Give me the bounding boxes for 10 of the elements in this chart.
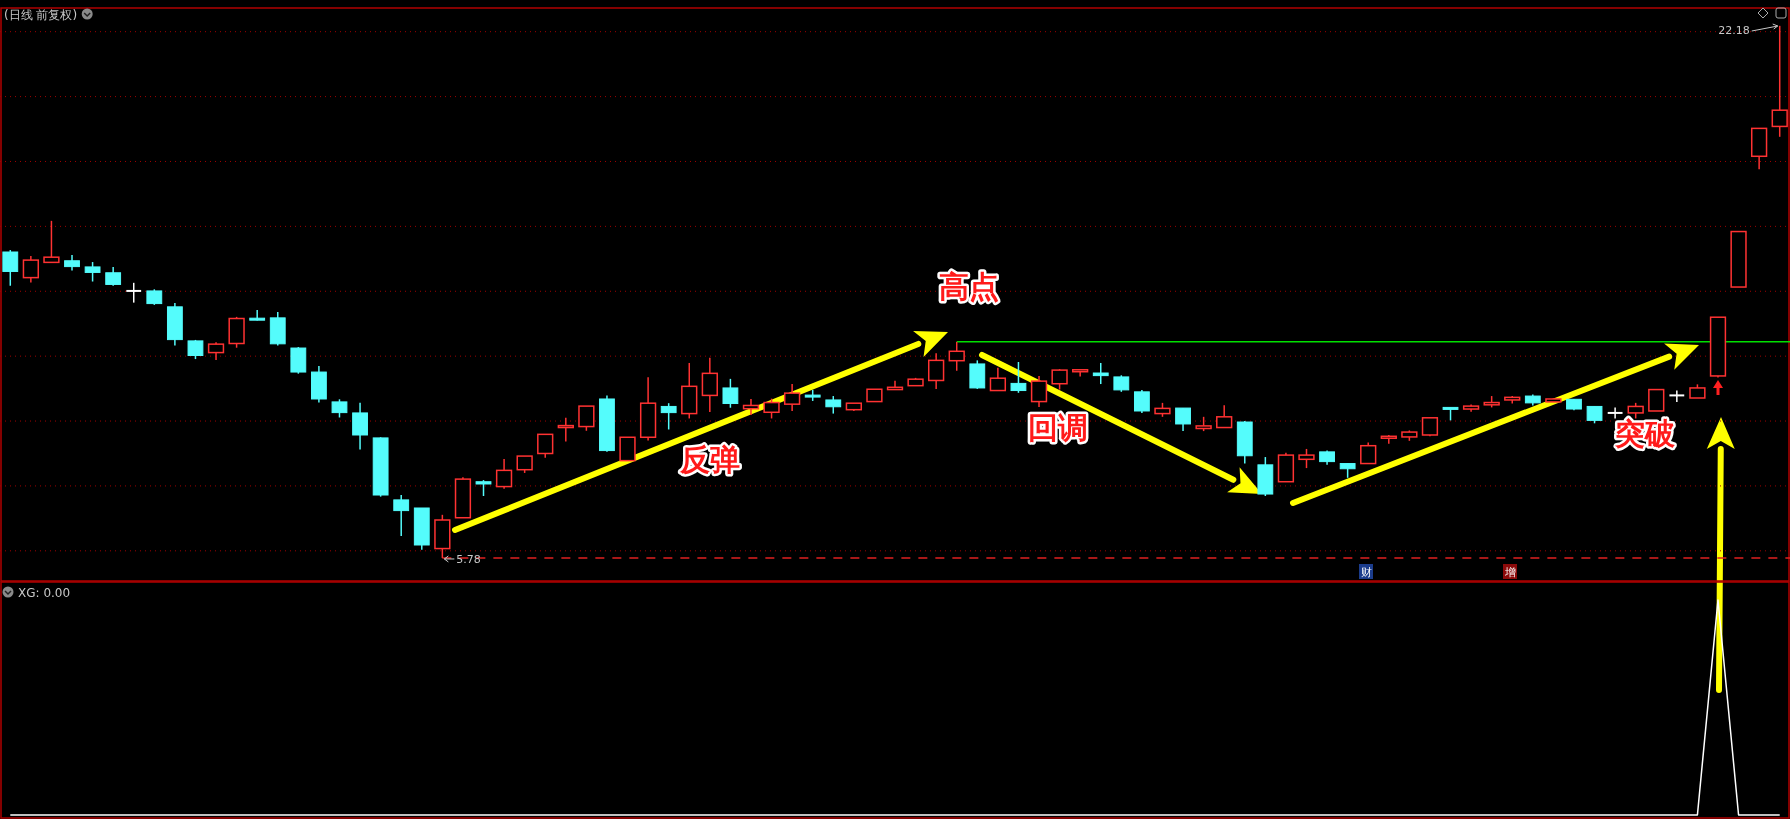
annotation: 高点 [939,269,999,304]
chart-title: (日线 前复权) [4,8,78,22]
annotation: 回调 [1028,410,1088,445]
annotation: 财 [1360,566,1372,579]
annotation: 反弹 [679,442,740,477]
annotation: 22.18 [1718,24,1750,37]
annotation: 突破 [1614,416,1675,451]
annotation: 增 [1503,566,1516,579]
annotation: 5.78 [456,552,481,566]
chart-title: XG: 0.00 [18,586,71,600]
